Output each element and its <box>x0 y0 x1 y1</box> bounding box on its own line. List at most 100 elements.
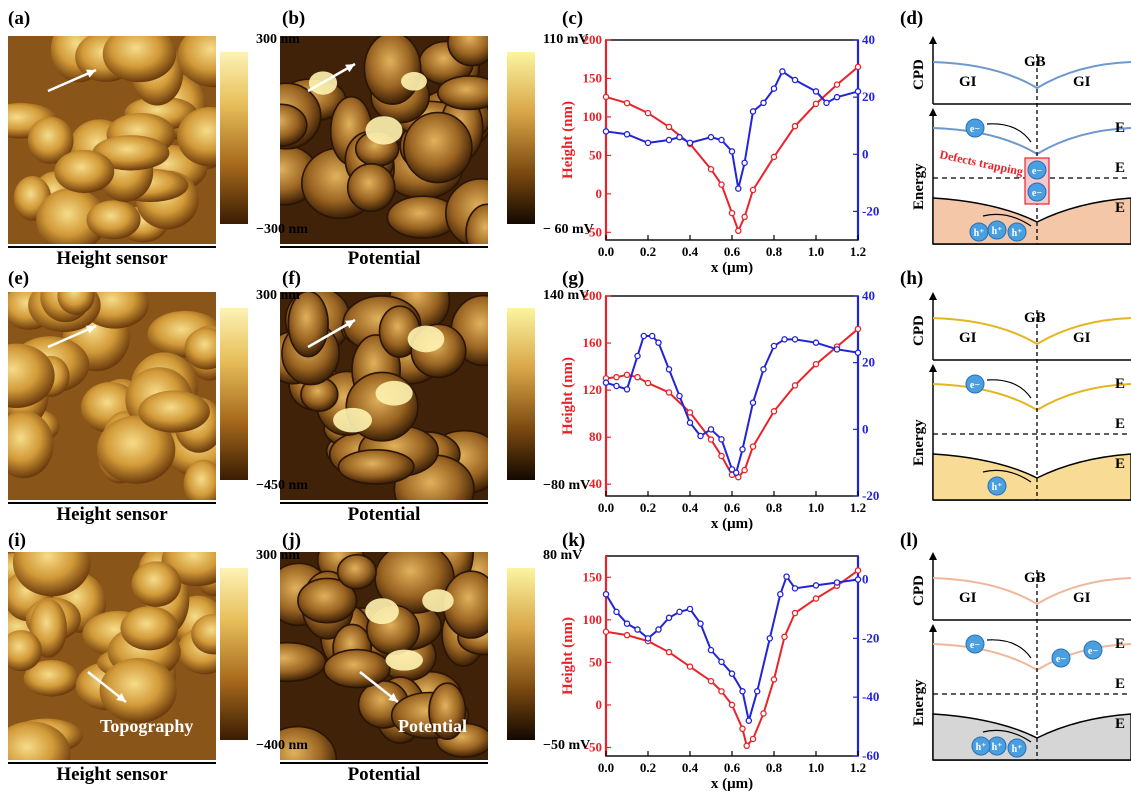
grain-shape <box>436 75 488 111</box>
grain-shape <box>402 111 473 184</box>
conduction-band <box>932 383 1131 412</box>
y2-tick-label: 20 <box>862 355 875 370</box>
grain-shape <box>191 613 216 655</box>
series-point <box>602 379 610 386</box>
svg-text:e−: e− <box>970 640 980 651</box>
series-point <box>718 688 725 695</box>
potential-colorbar <box>507 568 535 740</box>
series-point <box>728 148 736 155</box>
y-tick-label: 100 <box>583 109 603 124</box>
x-tick-label: 1.2 <box>850 244 866 259</box>
potential-map-image <box>280 552 488 760</box>
y-tick-label: 200 <box>583 32 603 47</box>
series-point <box>749 186 757 194</box>
grain-shape <box>337 448 415 485</box>
series-point <box>707 646 715 654</box>
x-tick-label: 1.2 <box>850 500 866 515</box>
series-point <box>707 426 715 433</box>
series-point <box>770 342 778 350</box>
panel-letter-j: (j) <box>282 530 301 551</box>
svg-text:h⁺: h⁺ <box>976 742 987 753</box>
trapped-electron-icon: e− <box>1027 182 1047 202</box>
grain-shape <box>131 561 182 607</box>
hole-icon: h⁺ <box>1007 738 1027 758</box>
grain-shape <box>120 606 179 651</box>
transfer-arrow-icon <box>982 469 1032 483</box>
svg-text:e−: e− <box>970 380 980 391</box>
electron-icon: e− <box>965 374 985 394</box>
svg-text:h⁺: h⁺ <box>992 226 1003 237</box>
y-tick-label: 50 <box>589 147 602 162</box>
potential-caption-rule <box>280 762 488 764</box>
x-tick-label: 0.2 <box>640 244 656 259</box>
y-tick-label: 150 <box>583 70 603 85</box>
series-point <box>634 352 641 360</box>
series-point <box>686 663 694 670</box>
height-map-image <box>8 36 216 244</box>
series-point <box>854 88 862 95</box>
y-tick-label: 40 <box>589 476 602 491</box>
ec-label: E <box>1115 376 1125 392</box>
y-tick-label: 80 <box>589 429 602 444</box>
series-point <box>602 590 610 598</box>
y2-tick-label: 40 <box>862 288 875 303</box>
line-chart: 0.0 0.2 0.4 0.6 0.8 1.0 1.2 -50 0 50 100 150 200 -20 0… <box>558 30 910 280</box>
hole-icon: h⁺ <box>987 476 1007 496</box>
series-point <box>665 389 673 396</box>
grain-shape <box>447 36 488 67</box>
electron-icon: e− <box>1051 648 1071 668</box>
series-point <box>766 635 774 642</box>
x-tick-label: 0.6 <box>724 760 741 775</box>
series-point <box>707 133 715 141</box>
series-line <box>605 328 859 479</box>
series-point <box>676 133 683 141</box>
series-point <box>623 620 631 627</box>
svg-text:e−: e− <box>970 124 980 135</box>
series-point <box>783 573 790 580</box>
series-point <box>749 735 757 743</box>
y-tick-label: 200 <box>583 288 603 303</box>
x-tick-label: 0.2 <box>640 760 656 775</box>
svg-text:e−: e− <box>1032 188 1042 199</box>
gi-left-label: GI <box>959 74 977 90</box>
ef-label: E <box>1115 160 1125 176</box>
potential-caption: Potential <box>347 248 421 269</box>
series-point <box>760 366 767 373</box>
series-point <box>791 76 799 84</box>
height-caption: Height sensor <box>56 248 168 269</box>
arrow-icon <box>307 318 356 349</box>
y-tick-label: 50 <box>589 654 602 669</box>
electron-icon: e− <box>965 634 985 654</box>
height-colorbar-max-label: 300 nm <box>256 32 300 47</box>
transfer-arrow-icon <box>982 729 1032 743</box>
series-point <box>665 614 673 622</box>
series-point <box>760 99 767 107</box>
series-point <box>613 373 620 381</box>
line-chart: 0.0 0.2 0.4 0.6 0.8 1.0 1.2 40 80 120 160 200 -20 0 20… <box>558 286 910 536</box>
series-point <box>640 332 648 340</box>
panel-letter-e: (e) <box>8 268 30 289</box>
arrow-icon <box>47 324 97 349</box>
ev-label: E <box>1115 716 1125 732</box>
series-point <box>770 408 778 415</box>
series-point <box>686 419 694 426</box>
potential-annotation: Potential <box>398 716 467 736</box>
series-point <box>623 131 631 138</box>
grain-shape <box>57 292 95 315</box>
transfer-arrow-icon <box>986 639 1032 659</box>
series-point <box>854 325 862 333</box>
y2-tick-label: 0 <box>862 421 869 436</box>
grain-shape <box>280 103 308 147</box>
axis-arrow-icon <box>929 292 937 300</box>
potential-colorbar-min-label: −80 mV <box>543 478 591 493</box>
potential-colorbar-min-label: − 60 mV <box>543 222 594 237</box>
grain-shape <box>8 630 42 672</box>
series-point <box>728 670 736 677</box>
grain-shape <box>8 410 54 479</box>
arrow-icon <box>87 671 127 703</box>
gb-label: GB <box>1024 54 1046 70</box>
valence-band <box>932 197 1131 245</box>
hole-icon: h⁺ <box>1007 222 1027 242</box>
gi-left-label: GI <box>959 590 977 606</box>
